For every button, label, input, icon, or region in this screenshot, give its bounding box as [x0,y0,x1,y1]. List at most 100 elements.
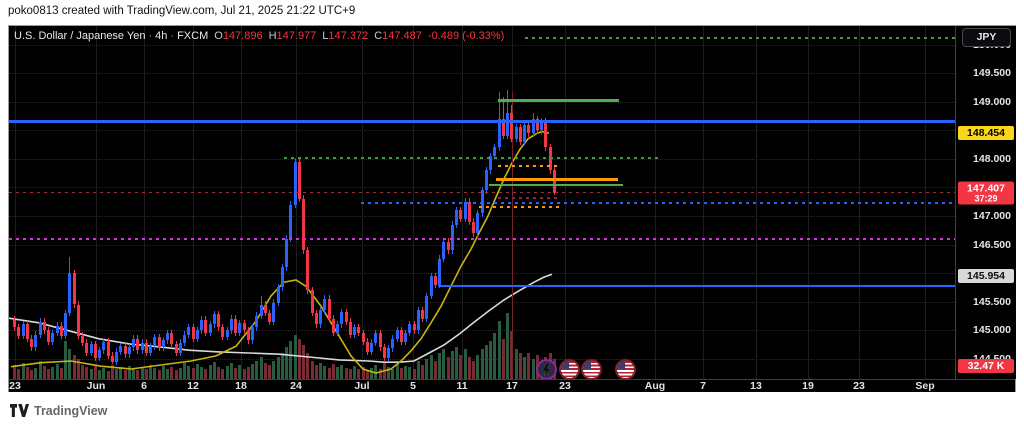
candle[interactable] [102,341,106,351]
candle[interactable] [348,321,352,335]
candle[interactable] [501,118,505,137]
candle[interactable] [30,338,33,348]
candle[interactable] [25,324,29,339]
candle[interactable] [370,342,373,352]
horizontal-line-maroon-dotted-seg[interactable] [498,197,558,200]
candle[interactable] [391,338,395,349]
candle[interactable] [221,327,225,338]
candle[interactable] [319,310,322,325]
candle[interactable] [272,302,276,322]
candle[interactable] [208,324,212,334]
candle[interactable] [459,210,463,219]
candle[interactable] [21,324,25,336]
candle[interactable] [421,310,424,319]
candle[interactable] [76,304,80,336]
candle[interactable] [302,198,305,251]
candle[interactable] [374,333,378,343]
candle[interactable] [336,324,339,334]
candle[interactable] [178,342,182,354]
candle[interactable] [212,314,216,325]
candle[interactable] [110,355,114,362]
candle[interactable] [174,344,178,354]
price-axis[interactable]: JPY 150.000149.500149.000148.500148.0001… [955,26,1016,379]
candle[interactable] [412,324,416,331]
candle[interactable] [166,333,169,341]
candle[interactable] [446,241,450,251]
horizontal-line-blue-support-line[interactable] [438,284,955,287]
candle[interactable] [200,319,203,331]
candle[interactable] [225,330,229,338]
candle[interactable] [382,347,386,358]
candle[interactable] [234,318,237,334]
us-flag-sticker-icon[interactable] [614,358,636,379]
candle[interactable] [81,335,84,343]
candle[interactable] [127,347,131,355]
candle[interactable] [246,330,250,341]
candle[interactable] [429,275,433,296]
candle[interactable] [327,298,331,319]
candle[interactable] [153,337,157,347]
candle[interactable] [268,313,271,322]
candle[interactable] [93,344,97,358]
candle[interactable] [323,298,327,311]
candle[interactable] [238,323,242,334]
candle[interactable] [544,121,548,148]
time-axis[interactable]: 23 Jun 6 12 18 24 Jul 5 11 17 23 Aug 7 13 19 23 Sep [9,379,1015,392]
candle[interactable] [361,333,365,342]
candle[interactable] [535,118,539,131]
symbol-name[interactable]: U.S. Dollar / Japanese Yen [14,30,146,42]
candle[interactable] [340,311,344,325]
candle[interactable] [297,161,301,199]
candle[interactable] [13,319,16,328]
candle[interactable] [531,118,535,134]
candle[interactable] [55,325,59,334]
candle[interactable] [442,241,446,259]
candle[interactable] [195,330,199,339]
candle[interactable] [289,204,293,239]
candle[interactable] [149,346,152,354]
horizontal-line-blue-major-line[interactable] [9,119,955,123]
candle[interactable] [89,344,93,354]
candle[interactable] [455,210,458,225]
candle[interactable] [399,330,403,342]
candle[interactable] [183,334,186,343]
candle[interactable] [514,127,518,139]
candle[interactable] [472,221,475,234]
horizontal-line-green-solid-14755[interactable] [489,183,623,186]
candle[interactable] [476,213,480,234]
candle[interactable] [331,318,335,334]
candle[interactable] [204,319,208,334]
candle[interactable] [510,113,514,139]
candle[interactable] [293,161,297,205]
horizontal-line-orange-dotted-seg2[interactable] [479,205,559,208]
tradingview-footer[interactable]: TradingView [10,404,107,418]
candle[interactable] [255,315,259,328]
candle[interactable] [47,330,50,342]
candle[interactable] [310,290,314,314]
candle[interactable] [263,304,267,314]
candle[interactable] [259,304,263,316]
candle[interactable] [450,224,454,251]
candle[interactable] [144,342,148,354]
candle[interactable] [64,313,67,336]
candle[interactable] [132,338,135,348]
candle[interactable] [353,327,356,335]
candle[interactable] [42,321,46,331]
candle[interactable] [506,113,509,137]
candle[interactable] [395,330,399,339]
candle[interactable] [378,333,382,348]
candle[interactable] [387,348,390,358]
candle[interactable] [280,267,284,288]
candle[interactable] [285,238,288,268]
horizontal-line-green-dotted-148[interactable] [284,157,662,160]
candle[interactable] [170,333,174,345]
us-flag-sticker-icon[interactable] [580,358,602,379]
candle[interactable] [416,310,420,331]
candle[interactable] [85,342,89,354]
candle[interactable] [106,341,110,356]
candle[interactable] [161,340,165,348]
us-flag-sticker-icon[interactable] [558,358,580,379]
horizontal-line-magenta-dotted-line[interactable] [9,238,955,241]
currency-toggle-button[interactable]: JPY [962,28,1011,47]
candle[interactable] [251,327,254,341]
